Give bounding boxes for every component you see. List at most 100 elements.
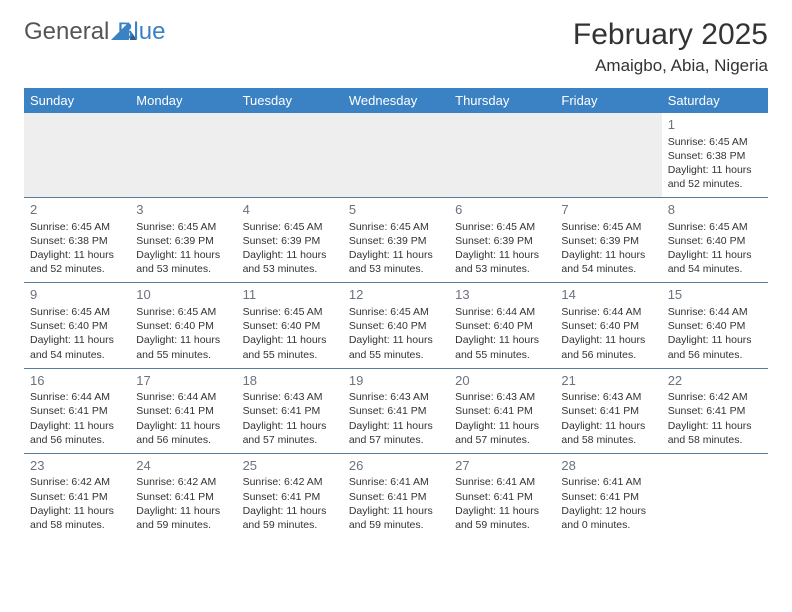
day-info-line: Sunset: 6:41 PM [349, 404, 443, 418]
calendar-day-cell: 21Sunrise: 6:43 AMSunset: 6:41 PMDayligh… [555, 368, 661, 453]
day-number: 2 [30, 201, 124, 219]
day-info-line: Daylight: 11 hours and 52 minutes. [668, 163, 762, 191]
calendar-week-row: 16Sunrise: 6:44 AMSunset: 6:41 PMDayligh… [24, 368, 768, 453]
day-number: 4 [243, 201, 337, 219]
calendar-day-cell: 17Sunrise: 6:44 AMSunset: 6:41 PMDayligh… [130, 368, 236, 453]
day-number: 3 [136, 201, 230, 219]
day-number: 8 [668, 201, 762, 219]
day-number: 23 [30, 457, 124, 475]
day-info-line: Daylight: 11 hours and 53 minutes. [349, 248, 443, 276]
day-info-line: Sunset: 6:40 PM [349, 319, 443, 333]
calendar-table: SundayMondayTuesdayWednesdayThursdayFrid… [24, 88, 768, 538]
day-info-line: Sunrise: 6:42 AM [30, 475, 124, 489]
day-info-line: Sunset: 6:38 PM [668, 149, 762, 163]
day-info-line: Sunrise: 6:43 AM [561, 390, 655, 404]
day-info-line: Daylight: 11 hours and 56 minutes. [668, 333, 762, 361]
day-info-line: Daylight: 11 hours and 55 minutes. [349, 333, 443, 361]
calendar-day-cell: 18Sunrise: 6:43 AMSunset: 6:41 PMDayligh… [237, 368, 343, 453]
day-info-line: Daylight: 11 hours and 59 minutes. [349, 504, 443, 532]
day-info-line: Daylight: 11 hours and 55 minutes. [455, 333, 549, 361]
day-info-line: Daylight: 11 hours and 58 minutes. [561, 419, 655, 447]
day-number: 22 [668, 372, 762, 390]
day-info-line: Sunset: 6:41 PM [668, 404, 762, 418]
calendar-day-cell: 25Sunrise: 6:42 AMSunset: 6:41 PMDayligh… [237, 453, 343, 538]
day-number: 11 [243, 286, 337, 304]
calendar-day-cell: 28Sunrise: 6:41 AMSunset: 6:41 PMDayligh… [555, 453, 661, 538]
calendar-day-cell: 10Sunrise: 6:45 AMSunset: 6:40 PMDayligh… [130, 283, 236, 368]
calendar-day-cell: 13Sunrise: 6:44 AMSunset: 6:40 PMDayligh… [449, 283, 555, 368]
weekday-header: Thursday [449, 88, 555, 113]
weekday-header: Monday [130, 88, 236, 113]
day-info-line: Sunrise: 6:42 AM [136, 475, 230, 489]
day-info-line: Sunset: 6:41 PM [561, 404, 655, 418]
day-info-line: Sunrise: 6:45 AM [561, 220, 655, 234]
calendar-day-cell: 4Sunrise: 6:45 AMSunset: 6:39 PMDaylight… [237, 198, 343, 283]
calendar-empty-cell [237, 113, 343, 198]
day-info-line: Sunset: 6:40 PM [668, 319, 762, 333]
day-number: 19 [349, 372, 443, 390]
calendar-week-row: 23Sunrise: 6:42 AMSunset: 6:41 PMDayligh… [24, 453, 768, 538]
day-info-line: Daylight: 11 hours and 59 minutes. [243, 504, 337, 532]
day-number: 17 [136, 372, 230, 390]
day-info-line: Sunrise: 6:44 AM [30, 390, 124, 404]
calendar-day-cell: 15Sunrise: 6:44 AMSunset: 6:40 PMDayligh… [662, 283, 768, 368]
day-info-line: Sunset: 6:41 PM [455, 490, 549, 504]
day-info-line: Daylight: 11 hours and 56 minutes. [30, 419, 124, 447]
day-info-line: Daylight: 11 hours and 57 minutes. [243, 419, 337, 447]
day-number: 10 [136, 286, 230, 304]
calendar-day-cell: 14Sunrise: 6:44 AMSunset: 6:40 PMDayligh… [555, 283, 661, 368]
day-info-line: Sunrise: 6:44 AM [455, 305, 549, 319]
day-number: 7 [561, 201, 655, 219]
day-info-line: Daylight: 11 hours and 55 minutes. [136, 333, 230, 361]
calendar-week-row: 9Sunrise: 6:45 AMSunset: 6:40 PMDaylight… [24, 283, 768, 368]
day-info-line: Daylight: 12 hours and 0 minutes. [561, 504, 655, 532]
day-info-line: Sunrise: 6:45 AM [30, 305, 124, 319]
day-info-line: Sunrise: 6:45 AM [455, 220, 549, 234]
day-info-line: Daylight: 11 hours and 57 minutes. [349, 419, 443, 447]
title-block: February 2025 Amaigbo, Abia, Nigeria [573, 18, 768, 76]
day-info-line: Sunset: 6:39 PM [349, 234, 443, 248]
day-info-line: Sunrise: 6:45 AM [349, 305, 443, 319]
day-number: 20 [455, 372, 549, 390]
day-number: 6 [455, 201, 549, 219]
day-info-line: Sunrise: 6:45 AM [243, 305, 337, 319]
calendar-day-cell: 6Sunrise: 6:45 AMSunset: 6:39 PMDaylight… [449, 198, 555, 283]
day-info-line: Daylight: 11 hours and 53 minutes. [136, 248, 230, 276]
weekday-header: Friday [555, 88, 661, 113]
day-info-line: Daylight: 11 hours and 53 minutes. [455, 248, 549, 276]
day-info-line: Sunset: 6:40 PM [455, 319, 549, 333]
day-info-line: Sunset: 6:40 PM [668, 234, 762, 248]
day-info-line: Sunrise: 6:45 AM [136, 305, 230, 319]
day-info-line: Sunrise: 6:43 AM [349, 390, 443, 404]
day-number: 28 [561, 457, 655, 475]
day-info-line: Sunset: 6:41 PM [243, 490, 337, 504]
calendar-day-cell: 24Sunrise: 6:42 AMSunset: 6:41 PMDayligh… [130, 453, 236, 538]
day-info-line: Sunset: 6:41 PM [30, 490, 124, 504]
logo-text-general: General [24, 18, 109, 46]
day-info-line: Daylight: 11 hours and 54 minutes. [561, 248, 655, 276]
day-info-line: Sunset: 6:40 PM [243, 319, 337, 333]
day-info-line: Sunrise: 6:45 AM [668, 135, 762, 149]
day-info-line: Daylight: 11 hours and 59 minutes. [136, 504, 230, 532]
day-info-line: Sunset: 6:41 PM [136, 404, 230, 418]
weekday-header: Wednesday [343, 88, 449, 113]
day-info-line: Sunset: 6:39 PM [243, 234, 337, 248]
calendar-empty-cell [130, 113, 236, 198]
calendar-empty-cell [555, 113, 661, 198]
day-info-line: Daylight: 11 hours and 56 minutes. [136, 419, 230, 447]
calendar-day-cell: 7Sunrise: 6:45 AMSunset: 6:39 PMDaylight… [555, 198, 661, 283]
day-info-line: Sunset: 6:40 PM [30, 319, 124, 333]
day-info-line: Daylight: 11 hours and 52 minutes. [30, 248, 124, 276]
day-number: 18 [243, 372, 337, 390]
calendar-empty-cell [343, 113, 449, 198]
day-info-line: Sunset: 6:39 PM [455, 234, 549, 248]
day-info-line: Sunset: 6:39 PM [136, 234, 230, 248]
day-number: 27 [455, 457, 549, 475]
day-info-line: Sunset: 6:41 PM [243, 404, 337, 418]
day-info-line: Sunrise: 6:43 AM [455, 390, 549, 404]
day-info-line: Daylight: 11 hours and 58 minutes. [668, 419, 762, 447]
day-info-line: Sunrise: 6:41 AM [561, 475, 655, 489]
day-info-line: Daylight: 11 hours and 58 minutes. [30, 504, 124, 532]
day-info-line: Sunset: 6:38 PM [30, 234, 124, 248]
day-number: 13 [455, 286, 549, 304]
